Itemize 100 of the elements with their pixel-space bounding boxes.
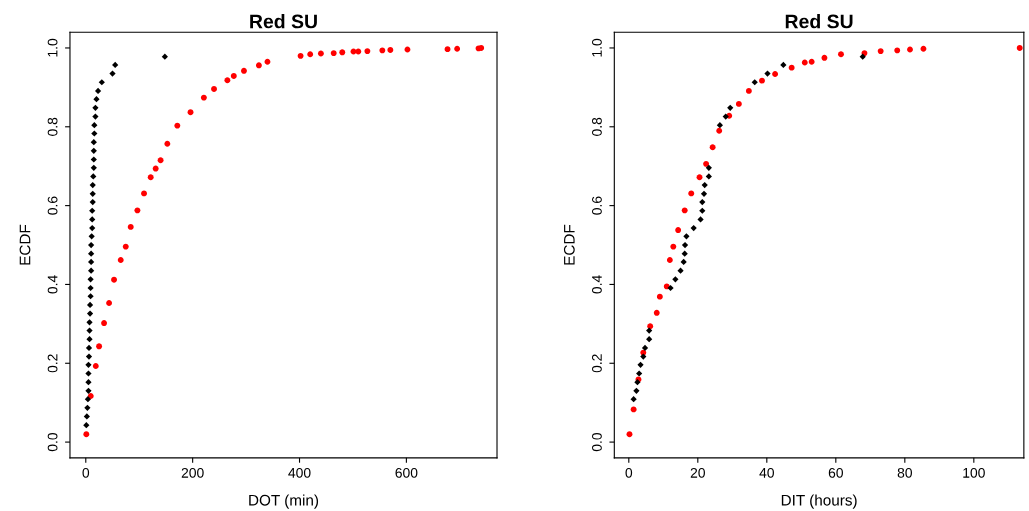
- point: [838, 51, 844, 58]
- point: [88, 267, 95, 274]
- point: [86, 310, 94, 317]
- point: [87, 293, 94, 300]
- point: [255, 62, 262, 69]
- point: [224, 77, 231, 84]
- point: [200, 94, 207, 101]
- point: [96, 343, 103, 350]
- point: [647, 323, 654, 330]
- y-tick-label: 0.6: [592, 196, 602, 215]
- point: [85, 353, 93, 360]
- x-tick-label: 100: [963, 467, 985, 478]
- point: [89, 224, 96, 232]
- point: [90, 164, 97, 171]
- point: [117, 257, 124, 263]
- y-tick-label: 0.6: [47, 196, 58, 215]
- x-tick-label: 40: [759, 467, 774, 478]
- point: [134, 207, 141, 214]
- point: [646, 336, 653, 343]
- y-tick-label: 0.4: [592, 275, 602, 294]
- point: [821, 54, 828, 61]
- point: [92, 363, 99, 369]
- point: [211, 86, 217, 92]
- point: [705, 164, 712, 171]
- point: [94, 87, 102, 95]
- point: [330, 50, 337, 57]
- point: [90, 139, 97, 146]
- point: [109, 70, 116, 77]
- point: [89, 207, 96, 214]
- point: [745, 87, 752, 94]
- point: [83, 422, 90, 429]
- point: [630, 406, 637, 413]
- point: [339, 49, 346, 56]
- point: [894, 47, 901, 54]
- point: [161, 53, 168, 60]
- point: [98, 79, 105, 86]
- point: [89, 190, 96, 197]
- point: [93, 96, 100, 103]
- point: [709, 144, 716, 151]
- point: [106, 300, 113, 306]
- point: [88, 250, 95, 257]
- point: [85, 361, 92, 368]
- x-tick-label: 80: [897, 467, 912, 478]
- y-tick-label: 0.2: [47, 354, 58, 373]
- point: [89, 182, 96, 189]
- point: [653, 309, 660, 316]
- point: [86, 301, 94, 309]
- x-axis-title: DOT (min): [249, 494, 319, 509]
- point: [127, 223, 134, 230]
- point: [454, 45, 461, 52]
- point: [85, 387, 92, 394]
- point: [84, 404, 91, 411]
- point: [174, 122, 181, 129]
- point: [86, 319, 93, 326]
- point: [772, 71, 779, 77]
- point: [667, 284, 674, 292]
- point: [801, 59, 808, 66]
- x-tick-label: 20: [690, 467, 705, 478]
- point: [699, 198, 706, 206]
- point: [646, 327, 653, 334]
- point: [700, 190, 708, 197]
- point: [86, 327, 93, 334]
- point: [808, 58, 815, 65]
- point: [703, 160, 710, 167]
- y-tick-label: 1.0: [47, 38, 58, 57]
- point: [705, 173, 712, 180]
- point: [670, 243, 677, 250]
- y-axis-title: ECDF: [563, 224, 575, 265]
- y-tick-label: 0.0: [47, 432, 58, 452]
- point: [722, 113, 729, 120]
- x-tick-label: 600: [395, 467, 418, 478]
- point: [716, 122, 723, 129]
- point: [688, 190, 695, 197]
- point: [83, 413, 90, 420]
- x-tick-label: 0: [625, 467, 633, 478]
- point: [764, 70, 771, 77]
- point: [112, 61, 119, 69]
- point: [91, 122, 98, 129]
- y-axis-title: ECDF: [19, 224, 31, 265]
- point: [751, 79, 758, 86]
- point: [675, 227, 682, 233]
- point: [633, 387, 640, 394]
- point: [364, 48, 371, 55]
- point: [630, 396, 637, 403]
- point: [759, 77, 765, 84]
- point: [681, 241, 689, 249]
- point: [307, 51, 314, 58]
- point: [701, 182, 708, 189]
- point: [92, 113, 99, 120]
- point: [89, 216, 96, 223]
- point: [735, 100, 742, 107]
- y-tick-label: 1.0: [592, 38, 602, 57]
- point: [101, 320, 108, 327]
- point: [230, 73, 237, 79]
- x-tick-label: 0: [82, 467, 90, 478]
- point: [90, 173, 97, 180]
- point: [88, 233, 95, 240]
- point: [297, 52, 304, 59]
- point: [636, 370, 643, 377]
- point: [672, 276, 679, 283]
